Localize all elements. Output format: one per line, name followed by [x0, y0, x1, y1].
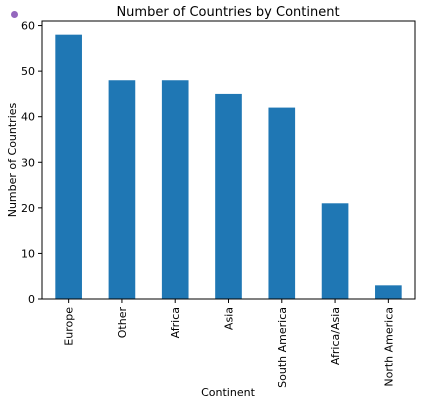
x-tick-label-north-america: North America	[382, 307, 395, 387]
bar-africa	[161, 80, 189, 299]
y-tick-label-40: 40	[21, 111, 35, 124]
y-tick-label-30: 30	[21, 156, 35, 169]
x-tick-label-europe: Europe	[63, 307, 76, 346]
bar-other	[108, 80, 136, 299]
plot-area: 0 10 20 30 40 50 60 Europe Other Africa Asia South …	[21, 20, 416, 388]
bar-north-america	[375, 285, 402, 299]
bar-south-america	[268, 107, 296, 299]
y-tick-label-10: 10	[21, 247, 35, 260]
marker-dot	[11, 11, 18, 18]
bar-europe	[55, 34, 82, 300]
y-tick-label-20: 20	[21, 202, 35, 215]
x-tick-label-africa-asia: Africa/Asia	[329, 307, 342, 365]
x-tick-label-other: Other	[116, 307, 129, 339]
x-tick-label-asia: Asia	[223, 307, 236, 330]
y-tick-label-0: 0	[28, 293, 35, 306]
chart-title: Number of Countries by Continent	[116, 5, 339, 20]
bar-asia	[215, 93, 242, 299]
x-tick-label-africa: Africa	[169, 307, 182, 338]
bar-africa-asia	[321, 203, 349, 299]
y-tick-label-50: 50	[21, 65, 35, 78]
x-axis-label: Continent	[201, 386, 255, 399]
y-tick-label-60: 60	[21, 20, 35, 33]
y-axis-label: Number of Countries	[6, 102, 19, 217]
x-tick-label-south-america: South America	[276, 307, 289, 388]
